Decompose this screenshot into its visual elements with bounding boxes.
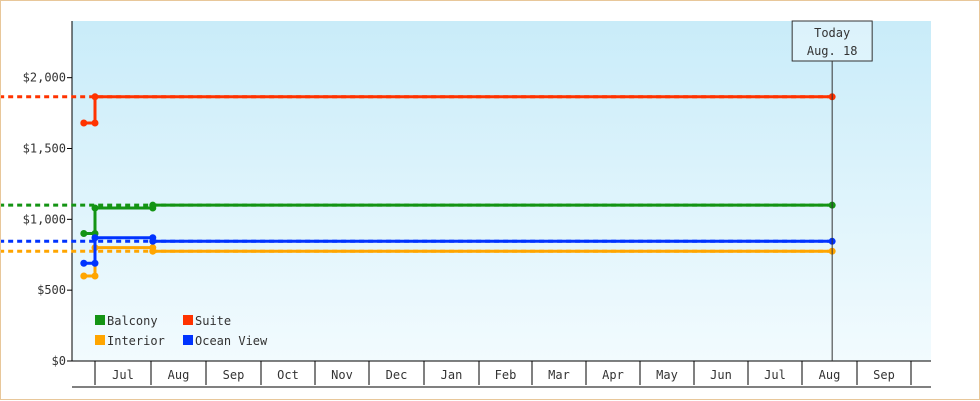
x-month-label-5: Dec bbox=[386, 368, 408, 382]
legend-label-3: Ocean View bbox=[195, 334, 268, 348]
series-1-point-1 bbox=[91, 119, 99, 127]
series-1-point-0 bbox=[80, 119, 88, 127]
series-1-point-2 bbox=[91, 93, 99, 101]
legend-swatch-3 bbox=[183, 335, 193, 345]
legend-swatch-1 bbox=[183, 315, 193, 325]
x-month-label-10: May bbox=[656, 368, 678, 382]
today-date: Aug. 18 bbox=[807, 44, 858, 58]
x-month-label-6: Jan bbox=[441, 368, 463, 382]
x-month-label-11: Jun bbox=[710, 368, 732, 382]
x-month-label-9: Apr bbox=[602, 368, 624, 382]
x-month-label-3: Oct bbox=[277, 368, 299, 382]
legend-swatch-2 bbox=[95, 335, 105, 345]
today-box bbox=[791, 20, 873, 62]
y-tick-label-2: $1,000 bbox=[23, 212, 66, 226]
series-2-point-1 bbox=[91, 272, 99, 280]
x-month-label-8: Mar bbox=[548, 368, 570, 382]
y-tick-label-1: $500 bbox=[37, 283, 66, 297]
x-month-label-4: Nov bbox=[331, 368, 353, 382]
x-month-label-2: Sep bbox=[223, 368, 245, 382]
y-tick-label-3: $1,500 bbox=[23, 142, 66, 156]
y-tick-label-4: $2,000 bbox=[23, 71, 66, 85]
series-line-1 bbox=[83, 95, 833, 125]
x-month-label-14: Sep bbox=[873, 368, 895, 382]
x-month-label-12: Jul bbox=[764, 368, 786, 382]
series-2-point-0 bbox=[80, 272, 88, 280]
legend-swatch-0 bbox=[95, 315, 105, 325]
y-tick-label-0: $0 bbox=[52, 354, 66, 368]
legend-label-1: Suite bbox=[195, 314, 231, 328]
legend-label-0: Balcony bbox=[107, 314, 158, 328]
series-0-point-0 bbox=[80, 230, 88, 237]
x-month-label-1: Aug bbox=[168, 368, 190, 382]
series-3-point-1 bbox=[91, 259, 99, 267]
legend-label-2: Interior bbox=[107, 334, 165, 348]
x-month-label-7: Feb bbox=[495, 368, 517, 382]
series-3-point-0 bbox=[80, 259, 88, 267]
x-month-label-0: Jul bbox=[112, 368, 134, 382]
today-label: Today bbox=[814, 26, 850, 40]
x-month-label-13: Aug bbox=[819, 368, 841, 382]
series-3-point-2 bbox=[91, 234, 99, 242]
plot-area bbox=[72, 21, 931, 361]
